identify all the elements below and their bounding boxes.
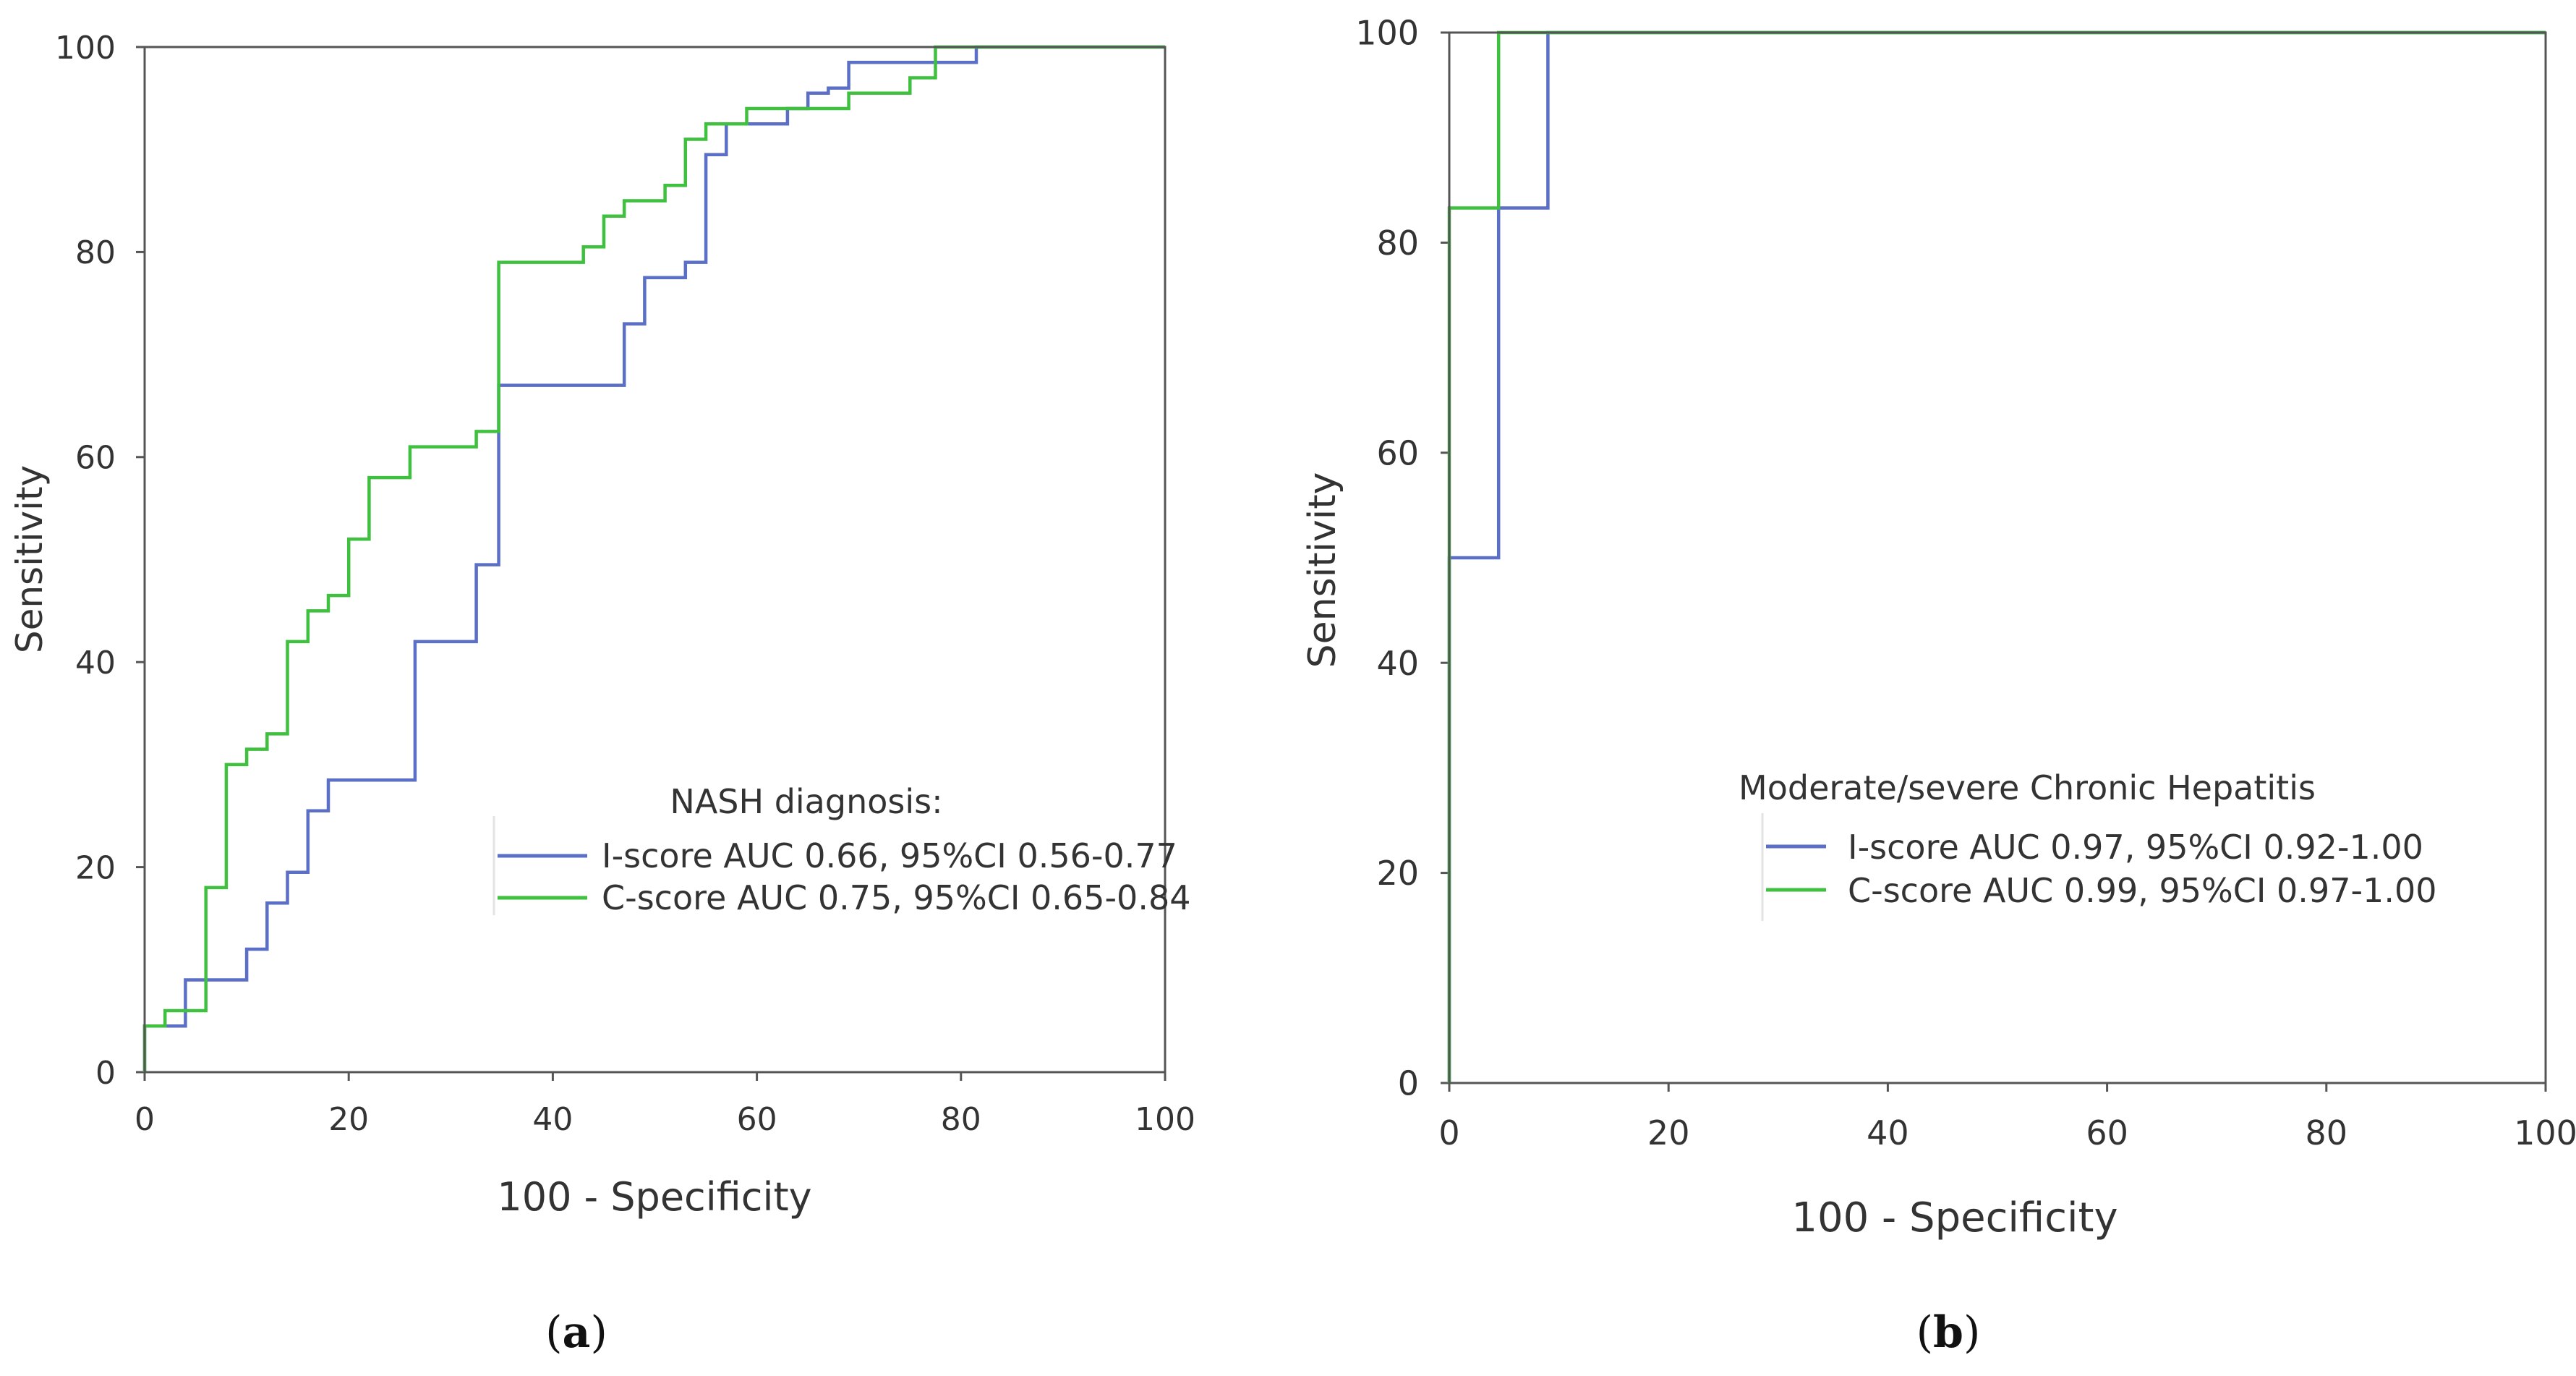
panel-a-xtick-label: 60 bbox=[737, 1101, 777, 1138]
panel-b-xtick-label: 40 bbox=[1867, 1113, 1909, 1152]
panel-b-series-cscore-line bbox=[1447, 30, 2546, 1083]
panel-b-ytick-label: 80 bbox=[1376, 224, 1419, 263]
panel-a-plot-frame bbox=[143, 46, 1167, 1074]
panel-b-ytick-label: 100 bbox=[1355, 14, 1419, 53]
panel-b-series-iscore-line bbox=[1447, 30, 2546, 1083]
panel-b-legend-label-iscore: I-score AUC 0.97, 95%CI 0.92-1.00 bbox=[1848, 828, 2423, 867]
panel-a-xtick-label: 20 bbox=[328, 1101, 369, 1138]
panel-a-ytick-label: 60 bbox=[75, 440, 116, 477]
panel-a-ytick-label: 100 bbox=[55, 30, 116, 67]
panel-b-ytick-label: 0 bbox=[1398, 1064, 1419, 1103]
panel-a-legend-label-iscore: I-score AUC 0.66, 95%CI 0.56-0.77 bbox=[602, 836, 1177, 875]
panel-b-xtick-label: 60 bbox=[2086, 1113, 2128, 1152]
panel-b-xtick-label: 100 bbox=[2514, 1113, 2576, 1152]
panel-a-xtick-label: 80 bbox=[941, 1101, 981, 1138]
panel-a-series-cscore-line bbox=[142, 45, 1165, 1072]
panel-a-y-ticks: 0 20 40 60 80 100 bbox=[55, 30, 145, 1092]
panel-b-plot-frame bbox=[1448, 31, 2547, 1084]
panel-a-ytick-label: 40 bbox=[75, 645, 116, 681]
panel-a-label-letter: a bbox=[563, 1307, 591, 1358]
panel-b-series bbox=[1447, 30, 2546, 1083]
panel-a-ylabel: Sensitivity bbox=[9, 465, 51, 653]
panel-a-xtick-label: 0 bbox=[135, 1101, 155, 1138]
panel-b-xtick-label: 20 bbox=[1647, 1113, 1690, 1152]
panel-b: 0 20 40 60 80 100 0 20 40 60 80 100 Sensitivity 10… bbox=[1301, 14, 2576, 1358]
panel-a-xtick-label: 100 bbox=[1135, 1101, 1195, 1138]
panel-b-legend-title: Moderate/severe Chronic Hepatitis bbox=[1739, 768, 2316, 807]
panel-a-series-iscore-line bbox=[142, 45, 1165, 1072]
panel-b-y-ticks: 0 20 40 60 80 100 bbox=[1355, 14, 1449, 1103]
panel-b-ytick-label: 20 bbox=[1376, 854, 1419, 893]
panel-b-x-ticks: 0 20 40 60 80 100 bbox=[1438, 1083, 2576, 1152]
panel-b-legend: Moderate/severe Chronic Hepatitis I-scor… bbox=[1739, 768, 2436, 921]
panel-b-ylabel: Sensitivity bbox=[1301, 472, 1344, 668]
panel-a-label: (a) bbox=[545, 1307, 607, 1358]
panel-b-xtick-label: 0 bbox=[1438, 1113, 1459, 1152]
panel-a-xtick-label: 40 bbox=[532, 1101, 573, 1138]
panel-a-legend: NASH diagnosis: I-score AUC 0.66, 95%CI … bbox=[492, 782, 1190, 917]
panel-b-xlabel: 100 - Specificity bbox=[1791, 1194, 2117, 1241]
panel-a-series bbox=[142, 45, 1165, 1072]
panel-b-label: (b) bbox=[1916, 1307, 1981, 1358]
panel-a-xlabel: 100 - Specificity bbox=[497, 1174, 811, 1220]
panel-a-ytick-label: 80 bbox=[75, 234, 116, 271]
panel-b-ytick-label: 40 bbox=[1376, 644, 1419, 683]
panel-a-legend-label-cscore: C-score AUC 0.75, 95%CI 0.65-0.84 bbox=[602, 878, 1190, 917]
panel-b-xtick-label: 80 bbox=[2306, 1113, 2348, 1152]
panel-a-ytick-label: 0 bbox=[95, 1055, 116, 1092]
panel-a-ytick-label: 20 bbox=[75, 849, 116, 886]
panel-a: 0 20 40 60 80 100 0 20 40 60 80 100 Sensitivity 10… bbox=[9, 30, 1195, 1358]
panel-b-ytick-label: 60 bbox=[1376, 433, 1419, 472]
panel-a-x-ticks: 0 20 40 60 80 100 bbox=[135, 1072, 1195, 1138]
panel-b-legend-label-cscore: C-score AUC 0.99, 95%CI 0.97-1.00 bbox=[1848, 871, 2436, 910]
panel-a-legend-title: NASH diagnosis: bbox=[670, 782, 942, 821]
panel-b-label-letter: b bbox=[1933, 1307, 1963, 1358]
